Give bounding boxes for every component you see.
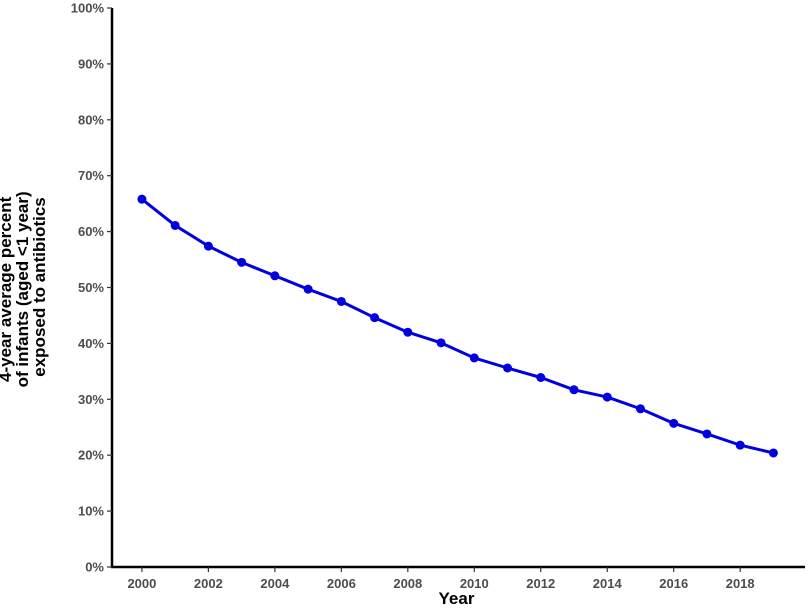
data-point xyxy=(170,220,180,230)
y-tick-label: 0% xyxy=(85,560,104,575)
x-tick-label: 2000 xyxy=(127,576,156,591)
data-point xyxy=(303,284,313,294)
x-tick-label: 2012 xyxy=(526,576,555,591)
data-point xyxy=(536,372,546,382)
data-point xyxy=(403,327,413,337)
y-tick-label: 40% xyxy=(78,336,104,351)
x-tick-label: 2004 xyxy=(260,576,290,591)
x-tick-label: 2006 xyxy=(327,576,356,591)
x-tick-label: 2008 xyxy=(393,576,422,591)
y-tick-label: 60% xyxy=(78,224,104,239)
y-tick-label: 30% xyxy=(78,392,104,407)
y-axis-title-line-2: of infants (aged <1 year) xyxy=(13,191,32,387)
x-tick-label: 2014 xyxy=(593,576,623,591)
data-point xyxy=(569,385,579,395)
x-axis-title: Year xyxy=(439,589,475,608)
x-axis-ticks: 2000 2002 2004 2006 2008 2010 2012 2014 2016 2018 xyxy=(127,567,755,591)
data-point xyxy=(702,429,712,439)
x-tick-label: 2010 xyxy=(460,576,489,591)
y-tick-label: 100% xyxy=(71,1,105,16)
y-tick-label: 90% xyxy=(78,56,104,71)
axes xyxy=(110,8,805,569)
y-axis-title-line-3: exposed to antibiotics xyxy=(30,197,49,376)
data-point xyxy=(370,313,380,323)
data-point xyxy=(203,241,213,251)
x-tick-label: 2016 xyxy=(659,576,688,591)
y-axis-title-line-1: 4-year average percent xyxy=(0,196,15,382)
data-point xyxy=(768,448,778,458)
x-tick-label: 2002 xyxy=(194,576,223,591)
data-point xyxy=(669,418,679,428)
data-point xyxy=(469,353,479,363)
y-tick-label: 80% xyxy=(78,112,104,127)
x-tick-label: 2018 xyxy=(726,576,755,591)
data-point xyxy=(270,271,280,281)
y-tick-label: 10% xyxy=(78,504,104,519)
y-tick-label: 20% xyxy=(78,448,104,463)
data-point xyxy=(237,257,247,267)
data-point xyxy=(503,363,513,373)
data-point xyxy=(336,296,346,306)
data-point xyxy=(602,392,612,402)
y-axis-ticks: 0% 10% 20% 30% 40% 50% 60% 70% 80% 90% 100% xyxy=(71,1,112,575)
series-line xyxy=(140,198,774,455)
data-series xyxy=(137,194,778,458)
y-axis-title: 4-year average percent of infants (aged … xyxy=(0,187,49,388)
y-tick-label: 70% xyxy=(78,168,104,183)
data-point xyxy=(635,404,645,414)
data-point xyxy=(137,194,147,204)
data-point xyxy=(436,338,446,348)
y-tick-label: 50% xyxy=(78,280,104,295)
data-point xyxy=(735,440,745,450)
